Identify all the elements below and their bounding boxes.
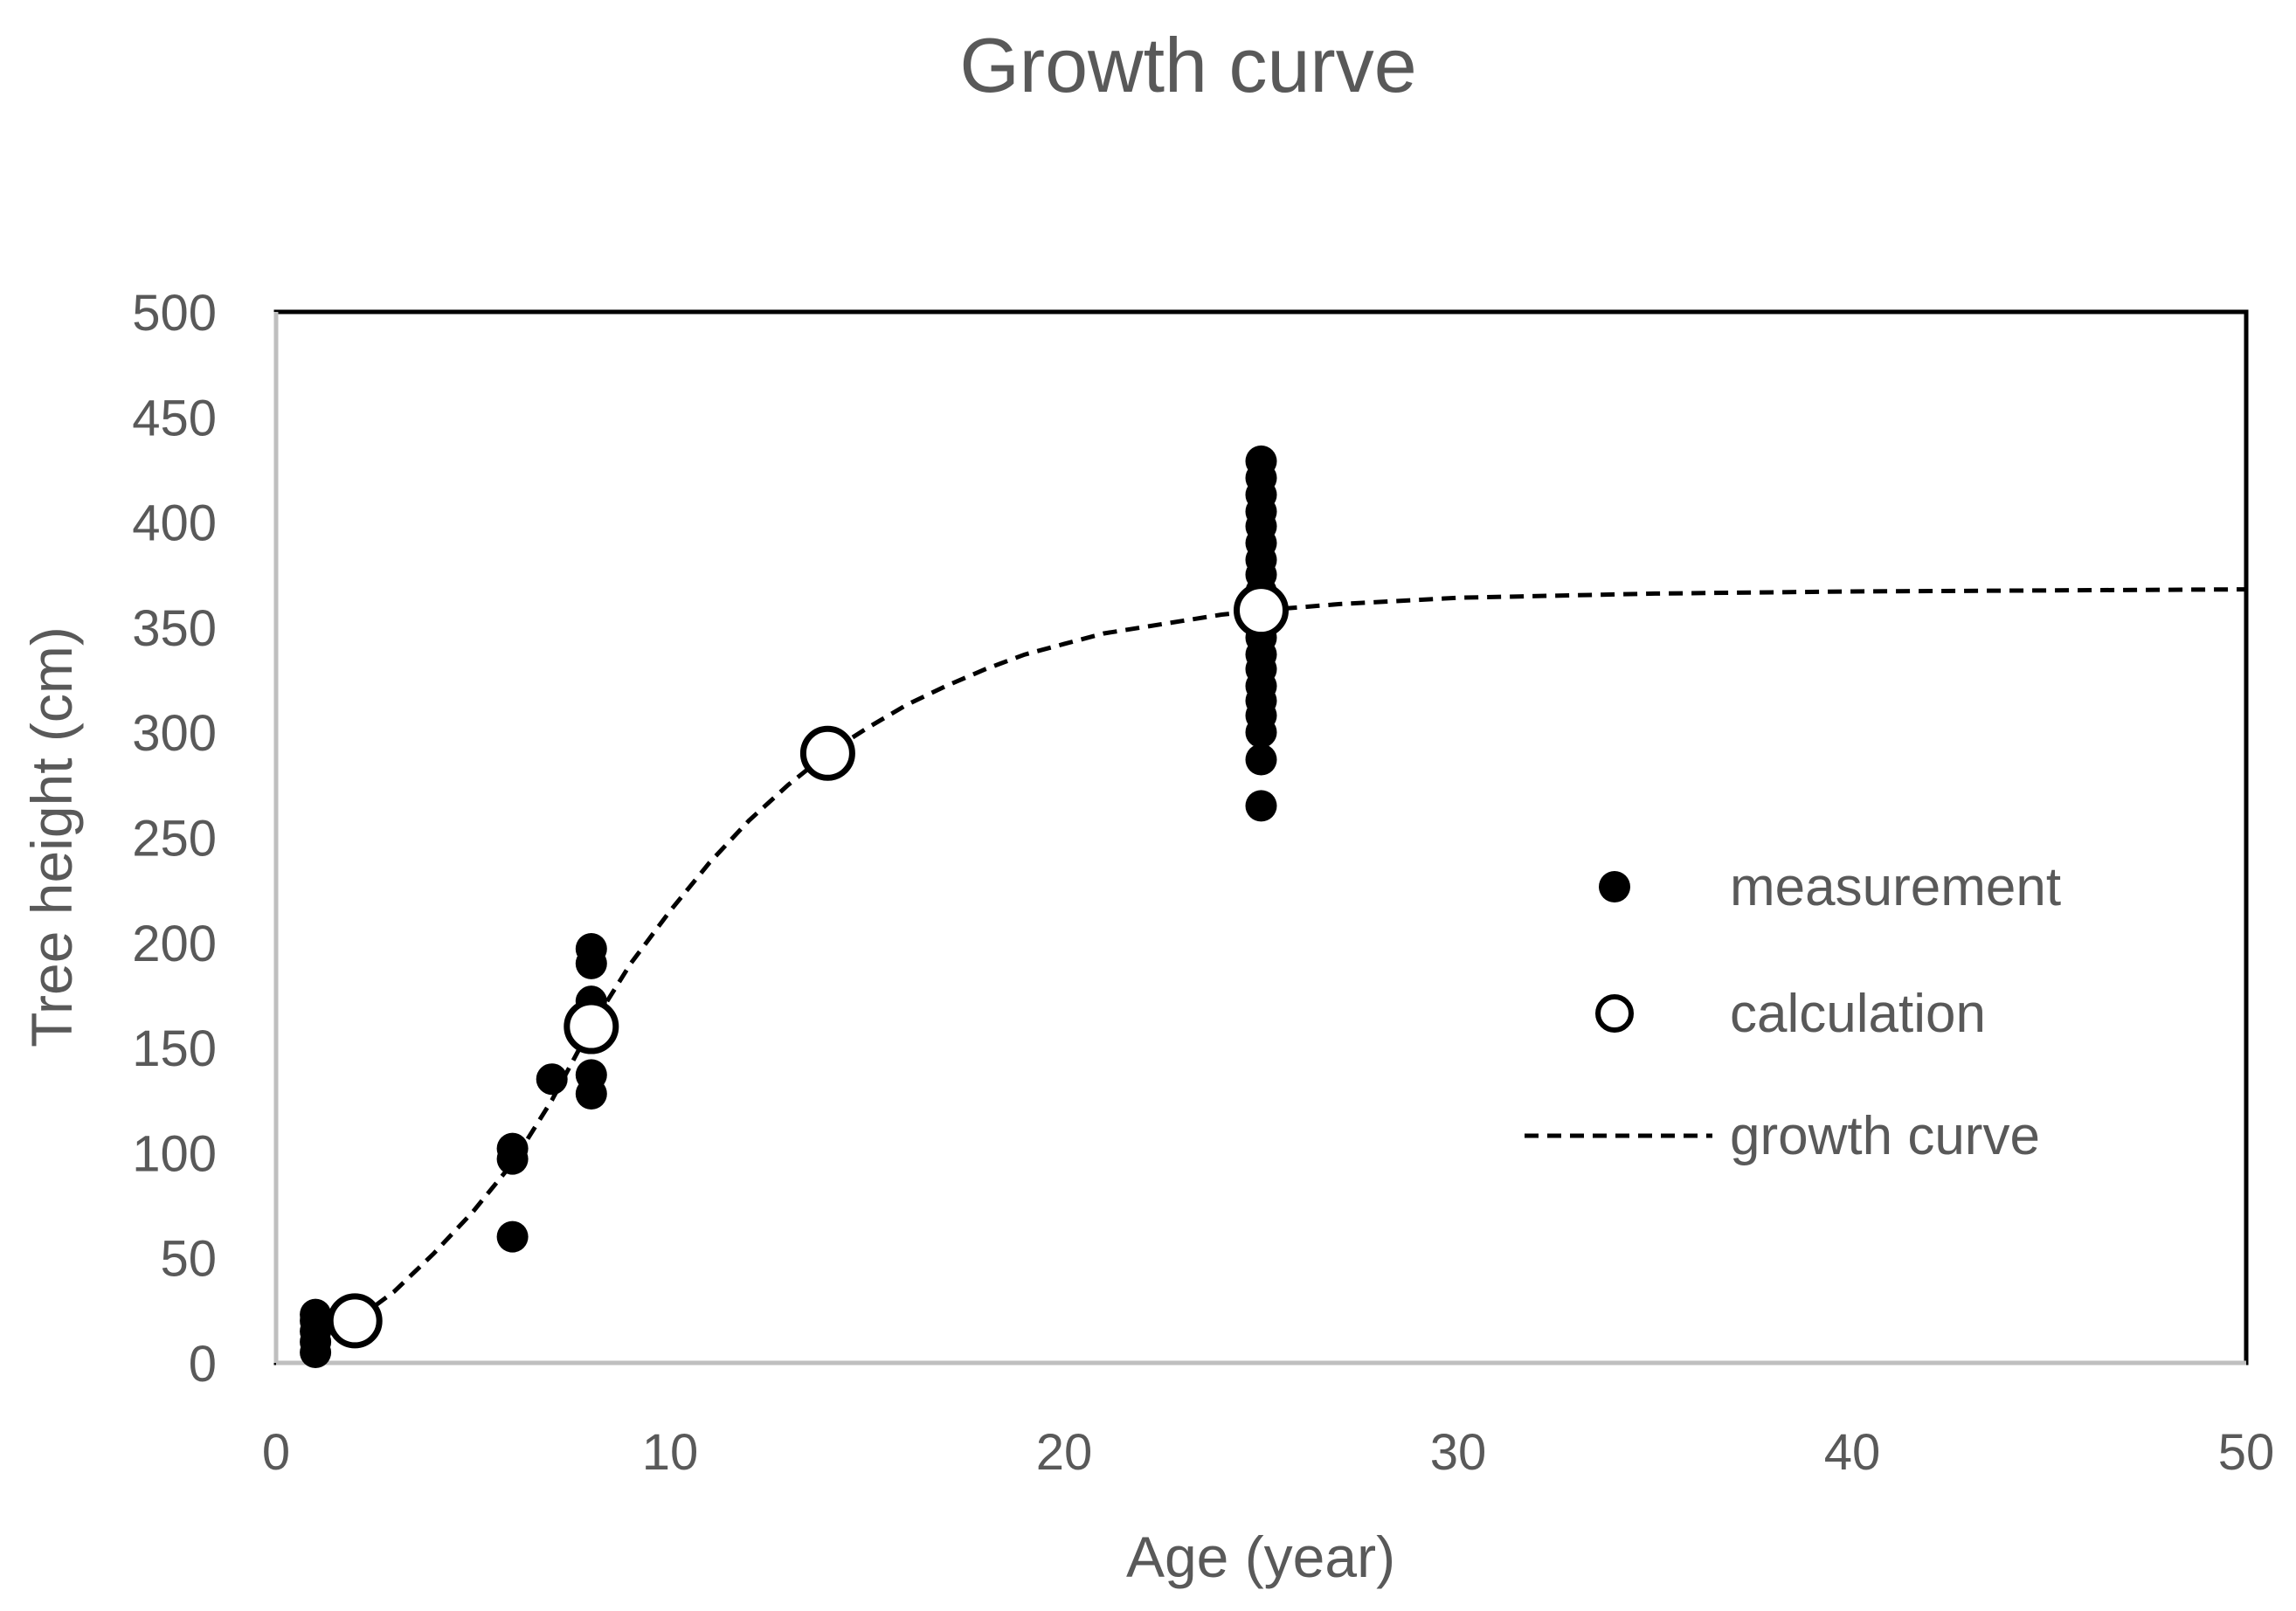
legend-measurement-label: measurement bbox=[1730, 857, 2061, 917]
y-axis-label: Tree height (cm) bbox=[19, 626, 84, 1047]
legend-calculation-marker bbox=[1595, 994, 1634, 1033]
measurement-point bbox=[496, 1220, 529, 1253]
calculation-point bbox=[1234, 583, 1289, 639]
y-tick-labels: 0 50 100 150 200 250 300 350 400 450 500 bbox=[132, 285, 217, 1393]
x-tick-label: 40 bbox=[1824, 1424, 1881, 1481]
measurement-point bbox=[575, 1059, 607, 1091]
measurement-point bbox=[1245, 790, 1277, 822]
y-tick-label: 250 bbox=[132, 811, 217, 868]
x-tick-label: 0 bbox=[262, 1424, 290, 1481]
x-tick-label: 30 bbox=[1430, 1424, 1487, 1481]
y-tick-label: 350 bbox=[132, 600, 217, 657]
legend-measurement-marker bbox=[1599, 871, 1630, 902]
y-tick-label: 150 bbox=[132, 1020, 217, 1077]
calculation-point bbox=[327, 1293, 383, 1349]
plot-area bbox=[273, 309, 2249, 1366]
x-tick-labels: 0 10 20 30 40 50 bbox=[262, 1424, 2274, 1481]
y-tick-label: 450 bbox=[132, 390, 217, 446]
legend-calculation-label: calculation bbox=[1730, 984, 1986, 1044]
calculation-point bbox=[564, 999, 619, 1054]
legend-growth-curve-label: growth curve bbox=[1730, 1106, 2040, 1166]
x-axis-label: Age (year) bbox=[1126, 1525, 1395, 1589]
measurement-point bbox=[536, 1063, 568, 1096]
y-tick-label: 200 bbox=[132, 916, 217, 972]
x-tick-label: 10 bbox=[642, 1424, 699, 1481]
measurement-point bbox=[1245, 445, 1277, 477]
y-tick-label: 300 bbox=[132, 705, 217, 762]
growth-curve-layer bbox=[315, 587, 2247, 1340]
calculation-point bbox=[799, 725, 855, 781]
measurement-point bbox=[496, 1132, 529, 1165]
legend: measurement calculation growth curve bbox=[1525, 857, 2061, 1166]
y-tick-label: 100 bbox=[132, 1125, 217, 1182]
y-tick-label: 400 bbox=[132, 495, 217, 552]
measurement-layer bbox=[300, 445, 1277, 1368]
measurement-point bbox=[575, 933, 607, 965]
growth-curve-line bbox=[315, 587, 2247, 1340]
chart-title: Growth curve bbox=[959, 22, 1416, 108]
y-tick-label: 500 bbox=[132, 285, 217, 342]
measurement-point bbox=[1245, 743, 1277, 776]
y-tick-label: 50 bbox=[160, 1231, 217, 1288]
x-tick-label: 50 bbox=[2218, 1424, 2275, 1481]
measurement-point bbox=[300, 1298, 332, 1331]
y-tick-label: 0 bbox=[189, 1336, 217, 1393]
calculation-layer bbox=[327, 583, 1289, 1349]
x-tick-label: 20 bbox=[1036, 1424, 1093, 1481]
